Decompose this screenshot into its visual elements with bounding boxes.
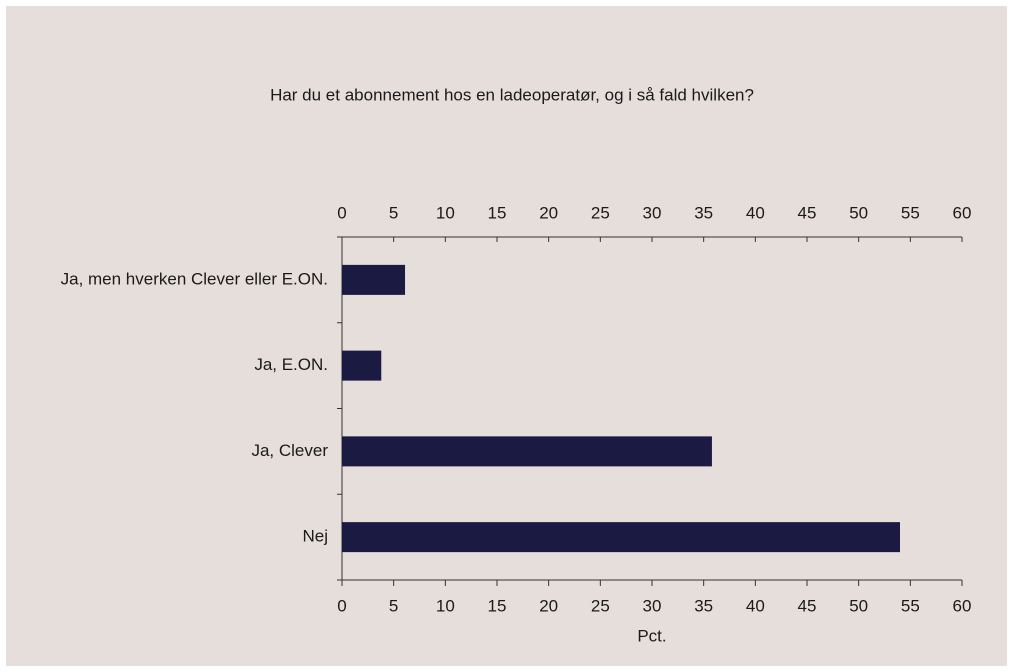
x-tick-label: 5 — [389, 203, 398, 222]
bar — [342, 522, 900, 553]
x-tick-label: 20 — [539, 596, 558, 615]
x-tick-label: 0 — [337, 203, 346, 222]
x-tick-label: 5 — [389, 596, 398, 615]
x-tick-label: 10 — [436, 596, 455, 615]
x-tick-label: 15 — [488, 596, 507, 615]
x-tick-label: 0 — [337, 596, 346, 615]
y-tick-label: Ja, Clever — [251, 441, 328, 460]
chart-title: Har du et abonnement hos en ladeoperatør… — [270, 85, 754, 104]
bar — [342, 264, 406, 295]
x-tick-label: 60 — [953, 203, 972, 222]
x-tick-label: 55 — [901, 596, 920, 615]
x-tick-label: 45 — [798, 596, 817, 615]
y-tick-label: Nej — [302, 527, 328, 546]
x-tick-label: 40 — [746, 596, 765, 615]
x-tick-label: 30 — [643, 203, 662, 222]
x-axis-title: Pct. — [637, 626, 666, 645]
y-tick-label: Ja, E.ON. — [254, 355, 328, 374]
x-tick-label: 20 — [539, 203, 558, 222]
y-tick-label: Ja, men hverken Clever eller E.ON. — [61, 269, 328, 288]
x-tick-label: 10 — [436, 203, 455, 222]
chart-background — [6, 6, 1007, 666]
x-tick-label: 40 — [746, 203, 765, 222]
x-tick-label: 30 — [643, 596, 662, 615]
x-tick-label: 55 — [901, 203, 920, 222]
x-tick-label: 50 — [849, 596, 868, 615]
x-tick-label: 35 — [694, 203, 713, 222]
x-tick-label: 35 — [694, 596, 713, 615]
bar — [342, 350, 382, 381]
x-tick-label: 60 — [953, 596, 972, 615]
x-tick-label: 25 — [591, 203, 610, 222]
x-tick-label: 50 — [849, 203, 868, 222]
x-tick-label: 15 — [488, 203, 507, 222]
x-tick-label: 25 — [591, 596, 610, 615]
x-tick-label: 45 — [798, 203, 817, 222]
bar — [342, 436, 712, 467]
